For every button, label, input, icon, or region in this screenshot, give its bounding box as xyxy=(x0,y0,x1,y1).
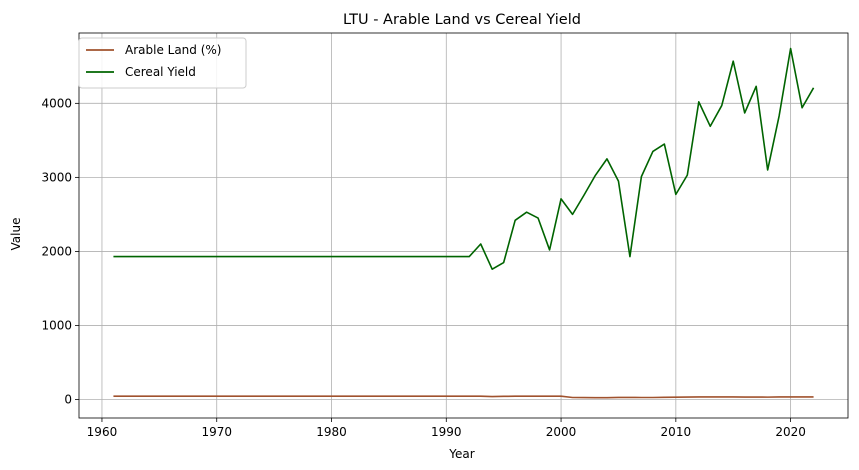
series-line-arable-land xyxy=(113,395,814,399)
x-axis-label: Year xyxy=(448,447,474,461)
x-tick-label: 2020 xyxy=(775,425,806,439)
legend: Arable Land (%) Cereal Yield xyxy=(78,37,247,89)
y-tick-label: 3000 xyxy=(41,170,72,184)
legend-box xyxy=(78,37,247,89)
chart-title: LTU - Arable Land vs Cereal Yield xyxy=(343,12,581,28)
y-tick-label: 1000 xyxy=(41,318,72,332)
x-tick-label: 1980 xyxy=(316,425,347,439)
series-line-cereal-yield xyxy=(113,47,815,270)
series-layer xyxy=(113,47,815,399)
x-tick-label: 2010 xyxy=(661,425,692,439)
y-tick-label: 2000 xyxy=(41,244,72,258)
legend-label-arable-land: Arable Land (%) xyxy=(125,43,222,57)
y-tick-label: 0 xyxy=(64,392,72,406)
legend-label-cereal-yield: Cereal Yield xyxy=(125,65,196,79)
x-tick-label: 1970 xyxy=(201,425,232,439)
x-tick-label: 2000 xyxy=(546,425,577,439)
x-tick-label: 1960 xyxy=(87,425,118,439)
grid xyxy=(79,33,848,418)
x-ticks: 1960 1970 1980 1990 2000 2010 2020 xyxy=(87,418,806,439)
plot-frame xyxy=(78,32,849,419)
x-tick-label: 1990 xyxy=(431,425,462,439)
y-axis-label: Value xyxy=(9,218,23,251)
y-ticks: 0 1000 2000 3000 4000 xyxy=(41,96,79,406)
y-tick-label: 4000 xyxy=(41,96,72,110)
